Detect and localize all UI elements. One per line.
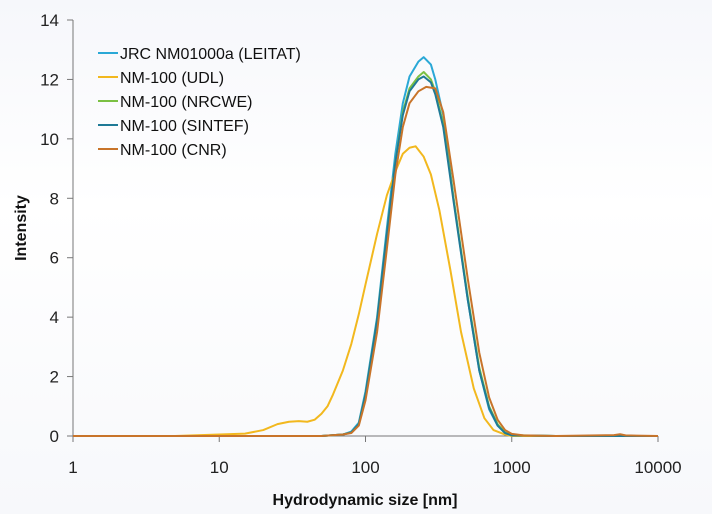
x-tick-label: 1 bbox=[68, 458, 77, 477]
legend-entry-label: NM-100 (UDL) bbox=[120, 70, 224, 87]
legend-entry-label: NM-100 (NRCWE) bbox=[120, 94, 252, 111]
legend-entry-label: NM-100 (SINTEF) bbox=[120, 118, 249, 135]
y-axis-label: Intensity bbox=[13, 195, 30, 261]
y-tick-label: 2 bbox=[50, 368, 59, 387]
y-tick-label: 4 bbox=[50, 308, 59, 327]
y-tick-label: 8 bbox=[50, 189, 59, 208]
y-tick-label: 6 bbox=[50, 249, 59, 268]
y-tick-label: 10 bbox=[40, 130, 59, 149]
legend-entry-label: JRC NM01000a (LEITAT) bbox=[120, 46, 301, 63]
y-tick-label: 0 bbox=[50, 427, 59, 446]
series-line-0 bbox=[73, 56, 658, 437]
x-tick-label: 1000 bbox=[493, 458, 531, 477]
series-line-4 bbox=[73, 85, 659, 437]
axes: 0 2 4 6 8 10 12 14 1 10 100 1000 10000 bbox=[40, 11, 682, 477]
x-axis-label: Hydrodynamic size [nm] bbox=[273, 492, 458, 509]
x-tick-label: 10 bbox=[210, 458, 229, 477]
legend: JRC NM01000a (LEITAT) NM-100 (UDL) NM-100 … bbox=[98, 46, 301, 159]
x-tick-label: 10000 bbox=[634, 458, 681, 477]
series-line-1 bbox=[73, 145, 658, 437]
series-layer bbox=[73, 56, 659, 437]
y-tick-label: 12 bbox=[40, 70, 59, 89]
x-tick-label: 100 bbox=[351, 458, 379, 477]
legend-entry-label: NM-100 (CNR) bbox=[120, 142, 227, 159]
y-tick-label: 14 bbox=[40, 11, 59, 30]
